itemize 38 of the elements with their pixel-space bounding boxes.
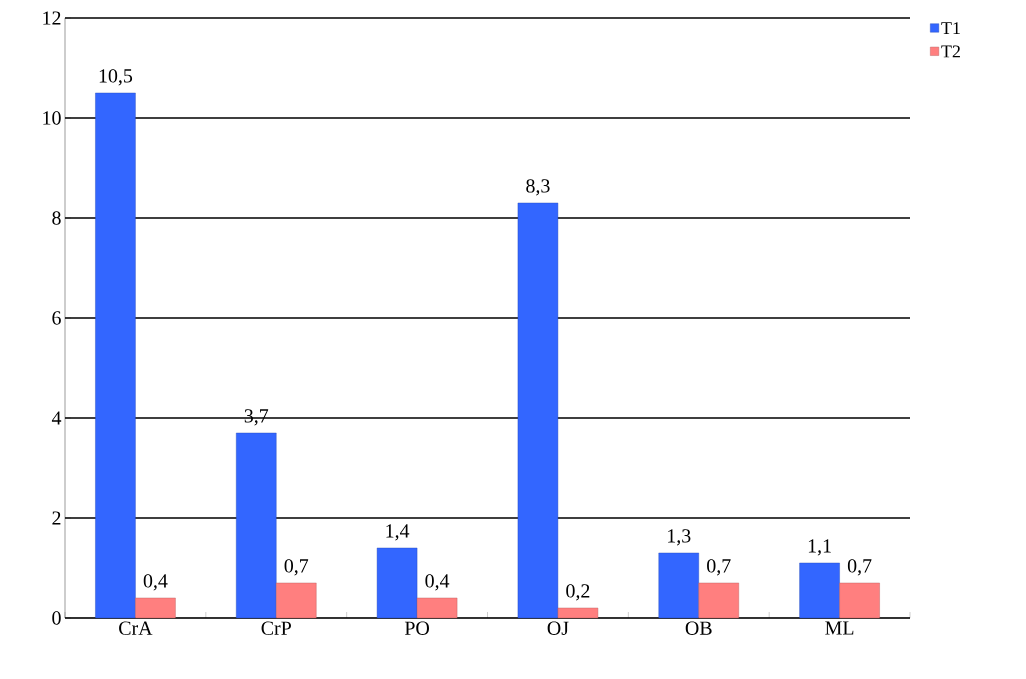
bar (698, 582, 739, 619)
bar (135, 597, 176, 619)
bar (416, 597, 458, 619)
data-label: 0,2 (566, 584, 590, 601)
data-label: 0,7 (847, 559, 872, 576)
x-tick-label: OJ (547, 621, 569, 635)
x-tick-label: CrP (261, 621, 291, 635)
legend-label: T2 (941, 45, 960, 58)
bar (557, 607, 599, 619)
y-tick-label: 6 (52, 311, 61, 325)
data-label: 0,7 (284, 559, 309, 576)
data-label: 0,4 (425, 574, 450, 591)
data-label: 1,3 (668, 529, 691, 546)
bar (658, 552, 699, 619)
x-tick-label: ML (825, 621, 854, 635)
bar (839, 582, 880, 619)
x-tick-label: OB (685, 621, 712, 635)
y-tick-label: 2 (52, 511, 61, 525)
legend-label: T1 (941, 22, 960, 35)
data-label: 1,1 (808, 539, 831, 556)
bar (799, 562, 840, 619)
bar (276, 582, 317, 619)
bar (95, 92, 136, 619)
y-tick-label: 8 (52, 211, 61, 225)
y-tick-label: 0 (52, 611, 61, 625)
y-tick-label: 10 (43, 111, 61, 125)
x-tick-label: PO (404, 621, 429, 635)
data-label: 0,7 (707, 559, 731, 576)
bar (376, 547, 418, 619)
bar (236, 432, 277, 619)
y-tick-label: 4 (51, 411, 62, 425)
data-label: 1,4 (386, 524, 410, 541)
y-tick-label: 12 (43, 11, 61, 25)
data-label: 10,5 (99, 69, 133, 86)
bar (517, 202, 559, 619)
data-label: 8,3 (526, 179, 550, 196)
x-tick-label: CrA (119, 621, 153, 635)
data-label: 0,4 (143, 574, 168, 591)
